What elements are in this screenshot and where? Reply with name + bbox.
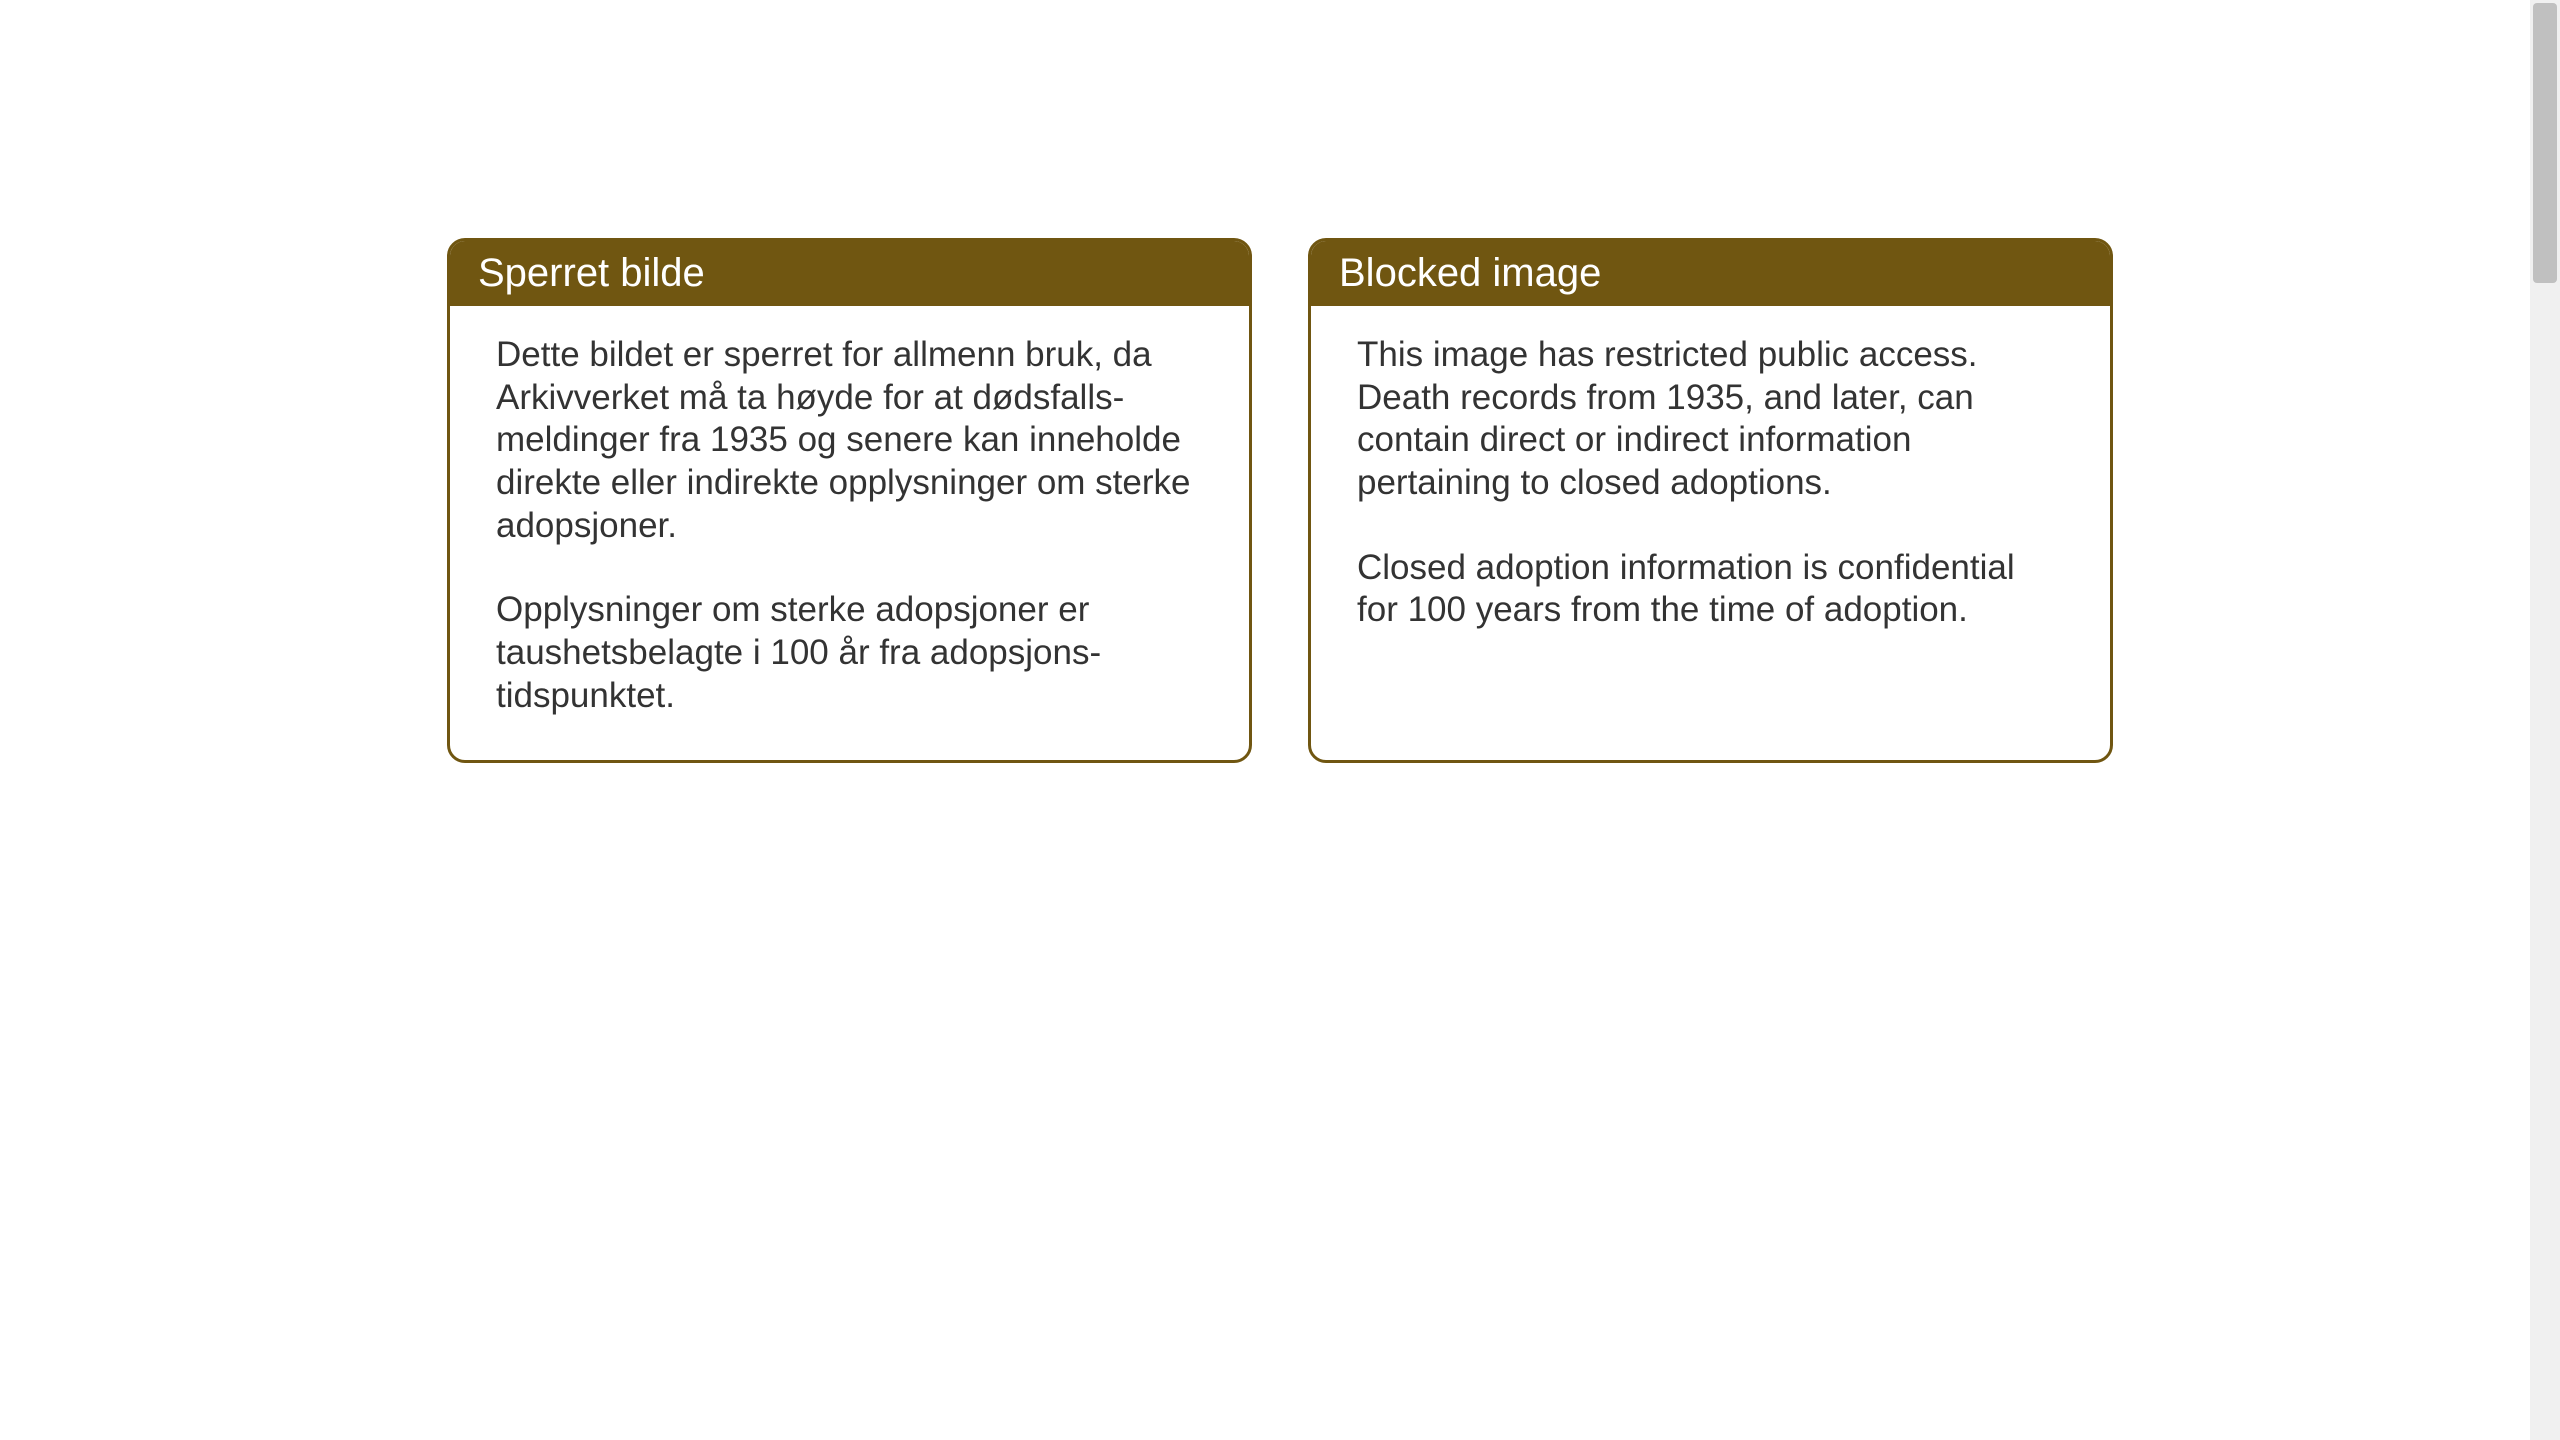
english-notice-card: Blocked image This image has restricted … (1308, 238, 2113, 763)
english-paragraph-2: Closed adoption information is confident… (1357, 547, 2064, 632)
norwegian-card-title: Sperret bilde (450, 241, 1249, 306)
english-card-body: This image has restricted public access.… (1311, 306, 2110, 674)
vertical-scrollbar-thumb[interactable] (2533, 3, 2557, 283)
norwegian-paragraph-1: Dette bildet er sperret for allmenn bruk… (496, 334, 1203, 547)
norwegian-paragraph-2: Opplysninger om sterke adopsjoner er tau… (496, 589, 1203, 717)
vertical-scrollbar-track[interactable] (2530, 0, 2560, 1440)
norwegian-card-body: Dette bildet er sperret for allmenn bruk… (450, 306, 1249, 760)
english-card-title: Blocked image (1311, 241, 2110, 306)
norwegian-notice-card: Sperret bilde Dette bildet er sperret fo… (447, 238, 1252, 763)
english-paragraph-1: This image has restricted public access.… (1357, 334, 2064, 505)
notice-cards-container: Sperret bilde Dette bildet er sperret fo… (447, 238, 2113, 763)
